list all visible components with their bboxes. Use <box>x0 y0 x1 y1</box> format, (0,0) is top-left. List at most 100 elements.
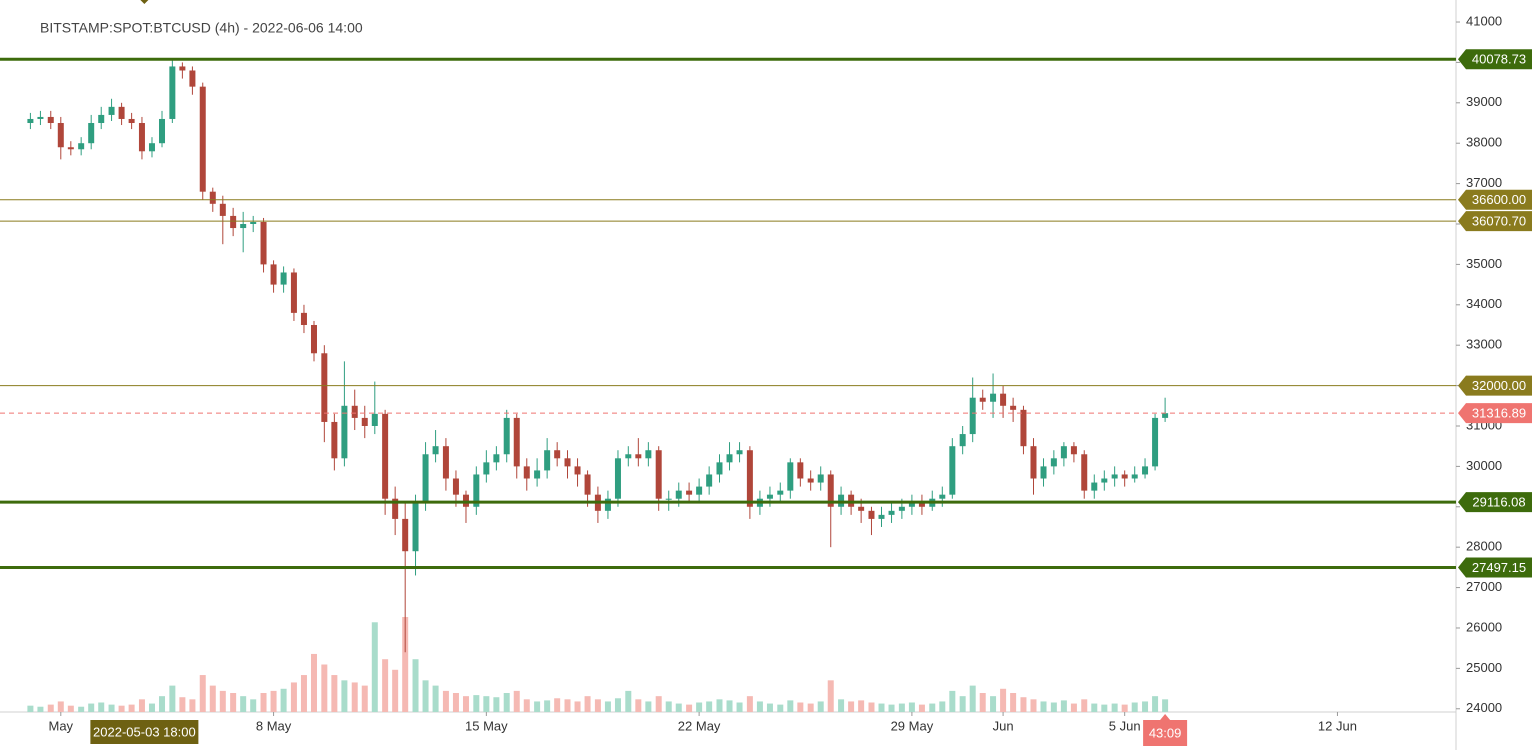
candle-body <box>331 421 338 459</box>
y-tick-label: 25000 <box>1466 660 1502 675</box>
candle-body <box>189 70 196 87</box>
volume-bar <box>128 704 135 712</box>
candle-body <box>280 272 287 285</box>
volume-bar <box>1040 701 1047 712</box>
volume-bar <box>939 701 946 712</box>
y-tick-label: 33000 <box>1466 337 1502 352</box>
volume-bar <box>98 702 105 712</box>
x-tick-label: 15 May <box>465 718 508 733</box>
candle-body <box>260 221 267 265</box>
volume-bar <box>777 704 784 712</box>
volume-bar <box>665 701 672 712</box>
volume-bar <box>625 690 632 712</box>
volume-bar <box>1091 703 1098 712</box>
crosshair-marker <box>140 0 149 4</box>
volume-bar <box>382 659 389 712</box>
candle-body <box>310 324 317 354</box>
level-label-box <box>1458 557 1532 578</box>
candle-body <box>371 413 378 426</box>
candle-body <box>37 116 44 119</box>
candle-body <box>898 506 905 511</box>
volume-bar <box>1142 701 1149 712</box>
candle-body <box>300 312 307 325</box>
volume-bar <box>675 703 682 712</box>
candle-body <box>675 490 682 499</box>
chart-title: BITSTAMP:SPOT:BTCUSD (4h) - 2022-06-06 1… <box>40 20 363 36</box>
volume-bar <box>230 693 237 712</box>
countdown-box <box>1143 714 1188 746</box>
volume-bar <box>949 690 956 712</box>
level-label-box <box>1458 49 1532 70</box>
level-label: 32000.00 <box>1472 378 1526 393</box>
candle-body <box>706 474 713 487</box>
x-tick-label: 22 May <box>678 718 721 733</box>
candle-body <box>128 118 135 124</box>
candle-body <box>990 393 997 402</box>
x-tick-label: 5 Jun <box>1109 718 1141 733</box>
volume-bar <box>452 693 459 712</box>
volume-bar <box>584 696 591 712</box>
volume-bar <box>756 701 763 712</box>
level-label-box <box>1458 492 1532 513</box>
volume-bar <box>1152 696 1159 712</box>
volume-bar <box>260 693 267 712</box>
volume-bar <box>604 701 611 712</box>
candle-body <box>787 462 794 491</box>
volume-bar <box>564 699 571 712</box>
candle-body <box>88 123 95 144</box>
volume-bar <box>462 696 469 712</box>
volume-bar <box>422 680 429 712</box>
candle-body <box>979 397 986 402</box>
candle-body <box>777 490 784 495</box>
volume-bar <box>1162 699 1169 712</box>
crosshair-label: 2022-05-03 18:00 <box>93 724 196 739</box>
volume-bar <box>614 698 621 712</box>
y-tick-label: 34000 <box>1466 296 1502 311</box>
volume-bar <box>250 699 257 712</box>
volume-bar <box>1070 703 1077 712</box>
candle-body <box>564 458 571 467</box>
candle-body <box>746 450 753 507</box>
volume-bar <box>706 701 713 712</box>
candle-body <box>382 413 389 499</box>
volume-bar <box>78 706 85 712</box>
candle-body <box>1152 417 1159 467</box>
candle-body <box>544 450 551 471</box>
candle-body <box>169 66 176 119</box>
candle-body <box>888 510 895 515</box>
volume-bar <box>858 700 865 712</box>
level-label: 29116.08 <box>1472 495 1525 510</box>
candle-body <box>432 446 439 455</box>
volume-bar <box>1050 702 1057 712</box>
candle-body <box>655 450 662 499</box>
volume-bar <box>483 696 490 712</box>
volume-bar <box>503 693 510 712</box>
volume-bar <box>392 669 399 712</box>
y-tick-label: 35000 <box>1466 256 1502 271</box>
level-label: 40078.73 <box>1472 52 1526 67</box>
candle-body <box>696 486 703 495</box>
volume-bar <box>219 690 226 712</box>
volume-bar <box>179 697 186 712</box>
candle-body <box>108 106 115 115</box>
candle-body <box>1050 458 1057 467</box>
candle-body <box>554 450 561 459</box>
candle-body <box>1162 413 1169 418</box>
candle-body <box>827 474 834 507</box>
candle-body <box>868 510 875 519</box>
volume-bar <box>361 685 368 712</box>
volume-bar <box>990 696 997 712</box>
volume-bar <box>1131 702 1138 712</box>
volume-bar <box>1121 704 1128 712</box>
candle-body <box>1040 466 1047 479</box>
candle-body <box>574 466 581 475</box>
x-tick-label: 12 Jun <box>1318 718 1357 733</box>
volume-bar <box>696 702 703 712</box>
candle-body <box>1142 466 1149 475</box>
candle-body <box>503 417 510 455</box>
volume-bar <box>726 700 733 712</box>
candle-body <box>67 147 74 150</box>
candle-body <box>736 450 743 455</box>
candle-body <box>57 123 64 148</box>
candle-body <box>321 353 328 422</box>
